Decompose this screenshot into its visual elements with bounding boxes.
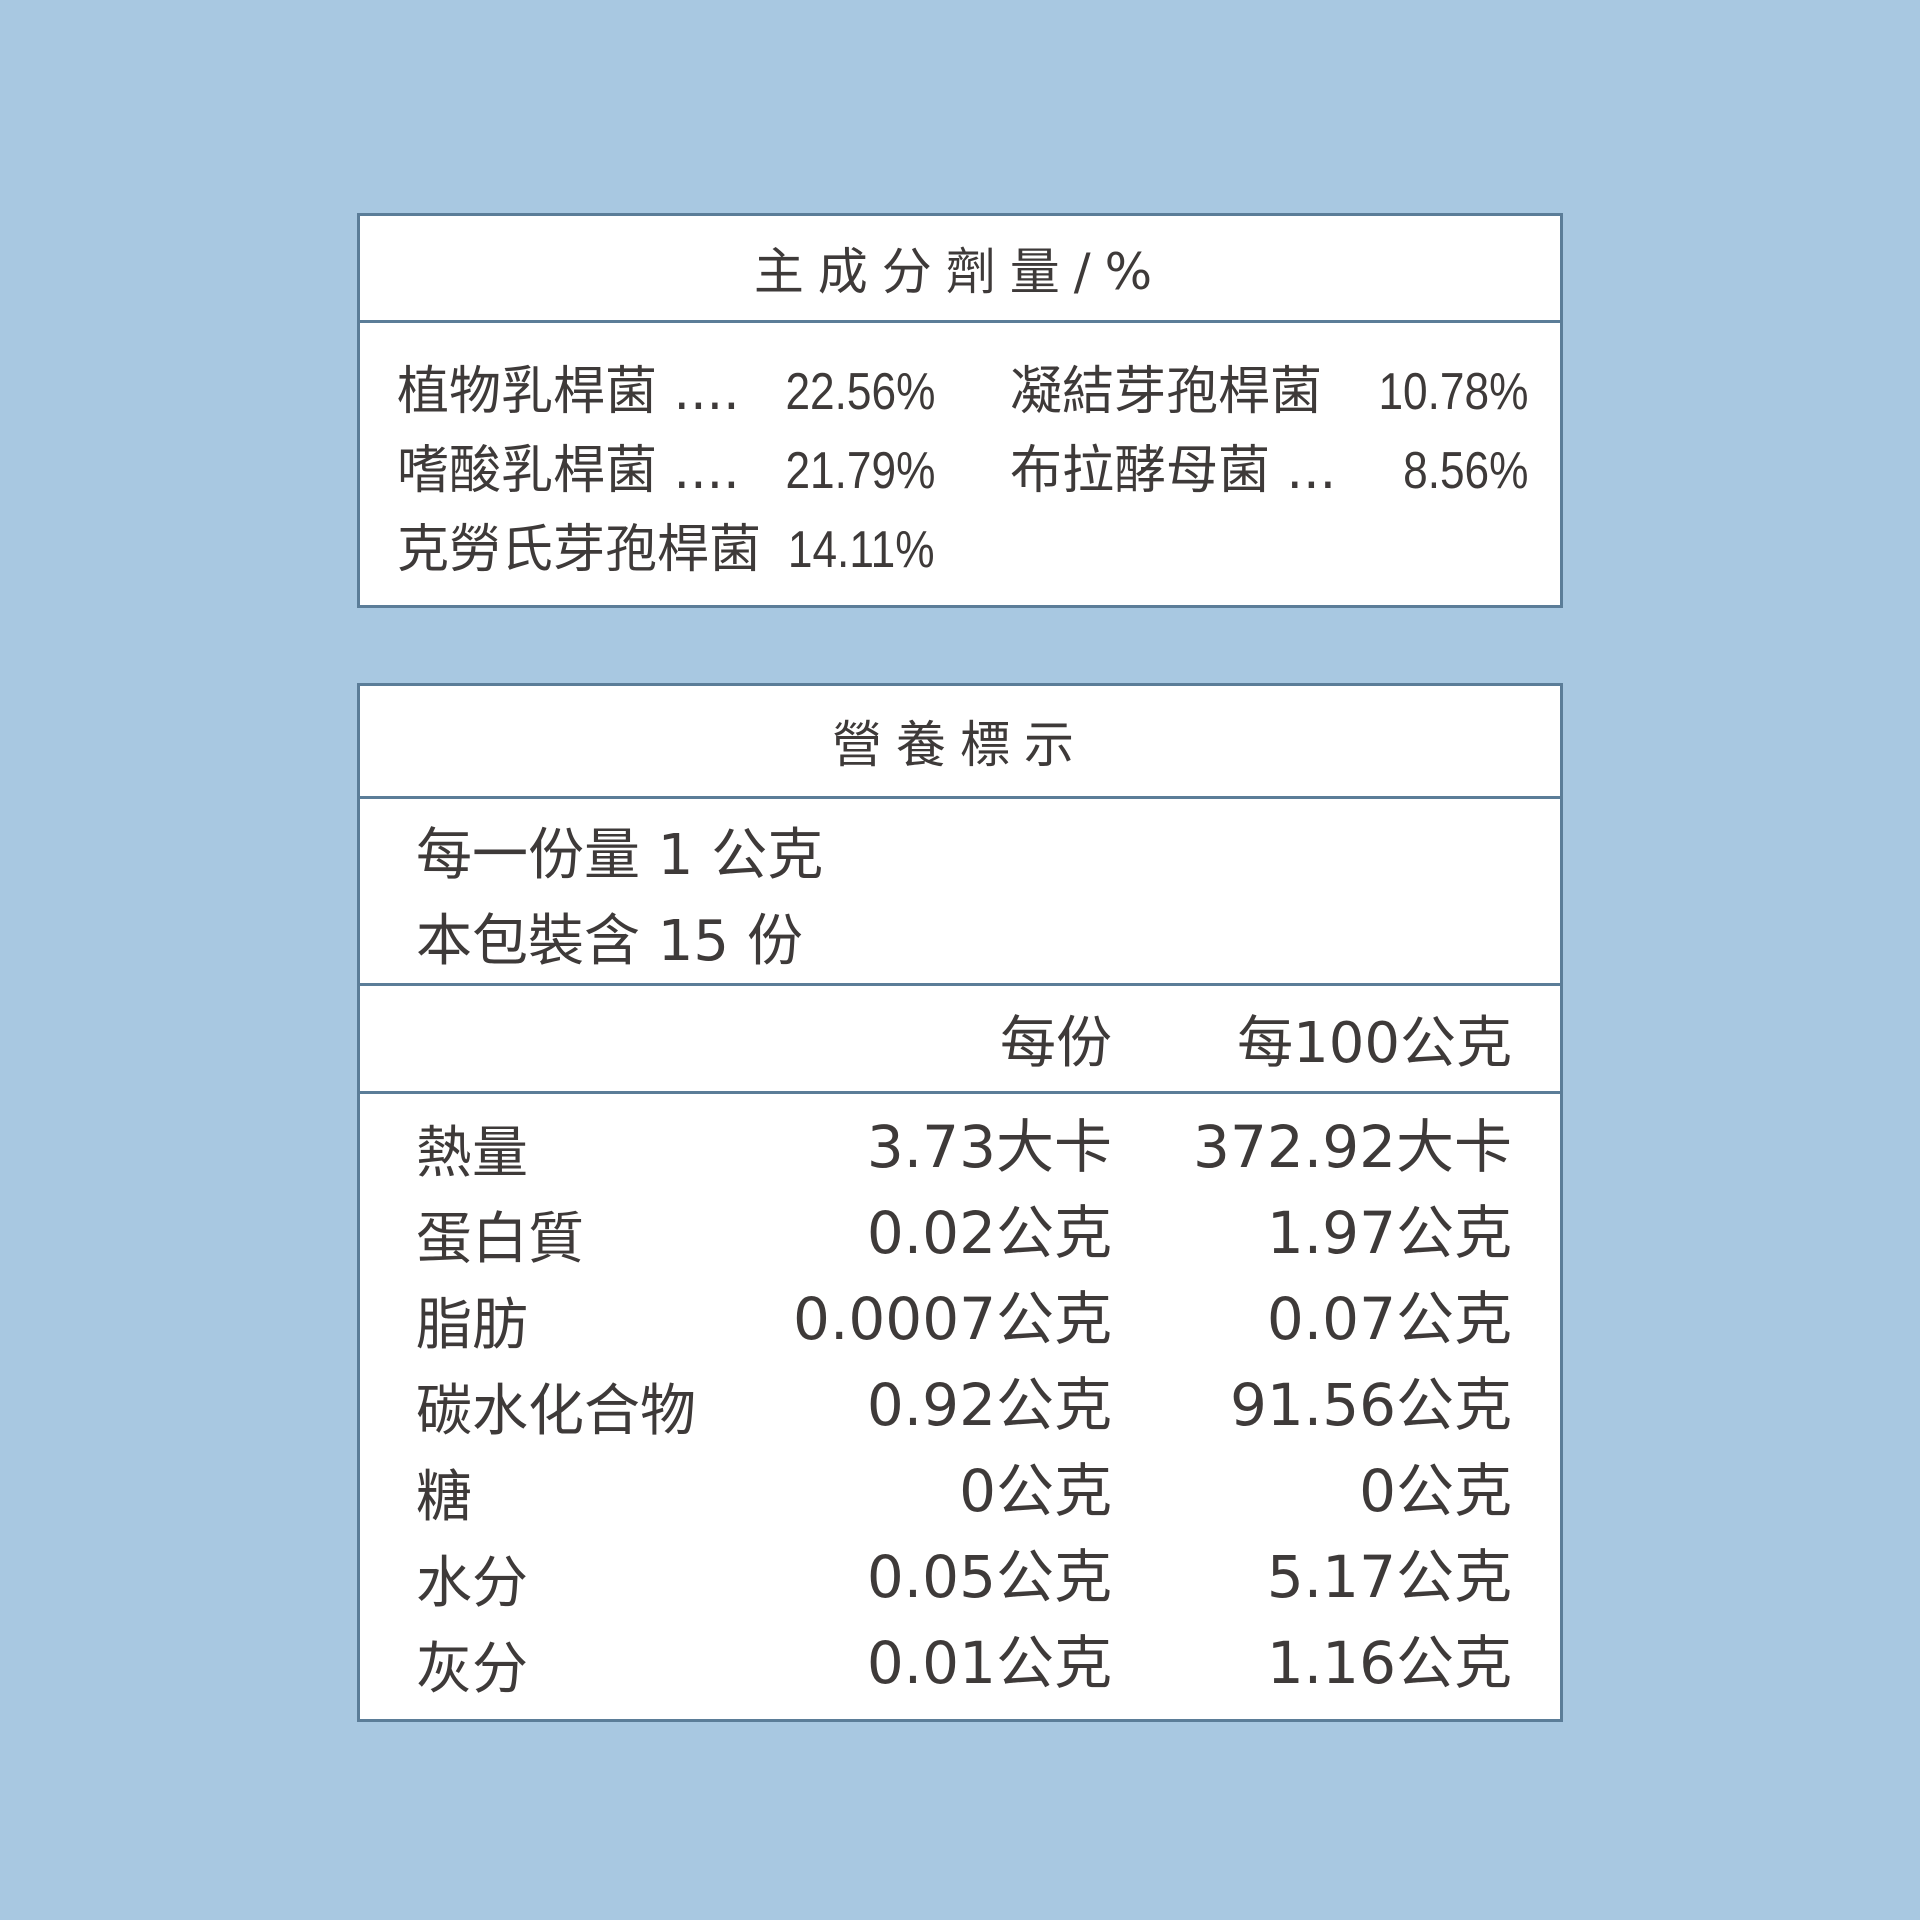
ingredient-value: 22.56% xyxy=(785,363,935,421)
nutrition-row: 熱量 3.73大卡 372.92大卡 xyxy=(360,1118,1560,1204)
nutrition-title: 營養標示 xyxy=(832,716,1088,774)
ingredient-value: 21.79% xyxy=(785,442,935,500)
per-serving-value: 0.02公克 xyxy=(866,1199,1112,1267)
per-100g-value: 372.92大卡 xyxy=(1193,1113,1512,1181)
nutrition-row: 灰分 0.01公克 1.16公克 xyxy=(360,1634,1560,1720)
nutrition-row: 水分 0.05公克 5.17公克 xyxy=(360,1548,1560,1634)
servings-per-pack: 本包裝含 15 份 xyxy=(416,909,803,974)
ingredient-value: 14.11% xyxy=(788,521,935,579)
divider xyxy=(360,1091,1560,1094)
per-serving-value: 0.05公克 xyxy=(866,1543,1112,1611)
nutrient-label: 碳水化合物 xyxy=(416,1379,696,1444)
nutrient-label: 蛋白質 xyxy=(416,1207,584,1272)
per-100g-value: 1.16公克 xyxy=(1266,1629,1512,1697)
per-100g-value: 0.07公克 xyxy=(1266,1285,1512,1353)
ingredient-value: 8.56% xyxy=(1402,442,1528,500)
nutrition-panel: 營養標示 每一份量 1 公克 本包裝含 15 份 每份 每100公克 熱量 3.… xyxy=(357,683,1563,1722)
ingredient-item: 布拉酵母菌 ... xyxy=(1010,441,1337,501)
divider xyxy=(360,983,1560,986)
divider xyxy=(360,320,1560,323)
ingredient-item: 植物乳桿菌 .... xyxy=(397,362,740,422)
per-serving-value: 0.0007公克 xyxy=(793,1285,1112,1353)
per-serving-value: 3.73大卡 xyxy=(866,1113,1112,1181)
nutrition-row: 脂肪 0.0007公克 0.07公克 xyxy=(360,1290,1560,1376)
per-serving-value: 0公克 xyxy=(959,1457,1112,1525)
nutrient-label: 熱量 xyxy=(416,1121,528,1186)
nutrition-row: 碳水化合物 0.92公克 91.56公克 xyxy=(360,1376,1560,1462)
column-header-per-100g: 每100公克 xyxy=(1237,1011,1512,1076)
nutrient-label: 水分 xyxy=(416,1551,528,1616)
divider xyxy=(360,796,1560,799)
column-header-per-serving: 每份 xyxy=(1000,1011,1112,1076)
serving-size: 每一份量 1 公克 xyxy=(416,823,824,888)
nutrient-label: 糖 xyxy=(416,1465,472,1530)
nutrient-label: 脂肪 xyxy=(416,1293,528,1358)
ingredient-item: 凝結芽孢桿菌 xyxy=(1010,362,1323,422)
per-100g-value: 5.17公克 xyxy=(1266,1543,1512,1611)
per-100g-value: 91.56公克 xyxy=(1229,1371,1512,1439)
nutrition-row: 蛋白質 0.02公克 1.97公克 xyxy=(360,1204,1560,1290)
per-serving-value: 0.01公克 xyxy=(866,1629,1112,1697)
ingredients-panel: 主成分劑量/% 植物乳桿菌 .... 22.56% 凝結芽孢桿菌 10.78% … xyxy=(357,213,1563,608)
per-100g-value: 1.97公克 xyxy=(1266,1199,1512,1267)
ingredient-value: 10.78% xyxy=(1378,363,1528,421)
nutrition-row: 糖 0公克 0公克 xyxy=(360,1462,1560,1548)
per-serving-value: 0.92公克 xyxy=(866,1371,1112,1439)
nutrient-label: 灰分 xyxy=(416,1637,528,1702)
ingredients-title: 主成分劑量/% xyxy=(753,243,1167,301)
ingredient-item: 克勞氏芽孢桿菌 xyxy=(397,520,762,580)
ingredient-item: 嗜酸乳桿菌 .... xyxy=(397,441,740,501)
per-100g-value: 0公克 xyxy=(1359,1457,1512,1525)
